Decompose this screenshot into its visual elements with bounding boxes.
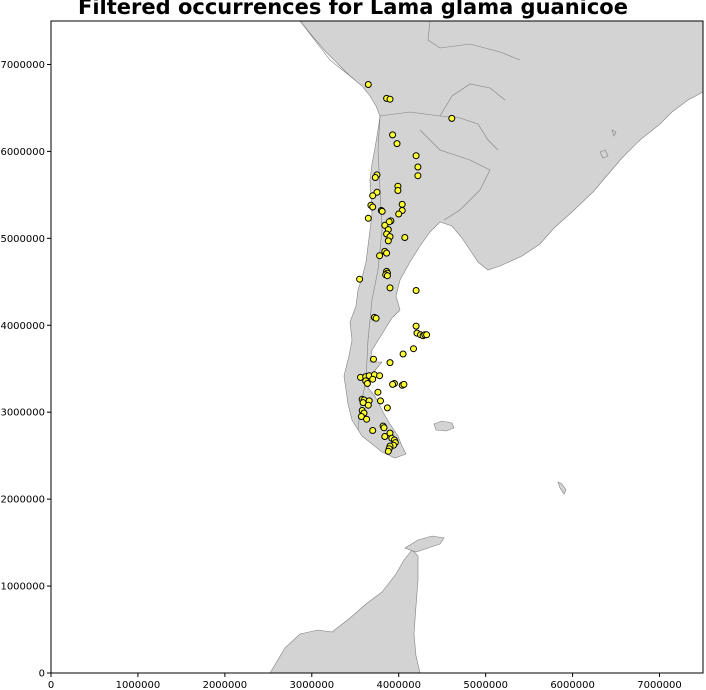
occurrence-point-88 <box>384 447 392 455</box>
occurrence-point-16 <box>369 203 377 211</box>
occurrence-point-12 <box>394 187 402 194</box>
x-tick-label: 6000000 <box>550 680 595 690</box>
occurrence-point-8 <box>414 172 422 180</box>
x-axis: 0 1000000 2000000 3000000 4000000 5000000 6000… <box>48 673 682 690</box>
occurrence-point-22 <box>364 214 372 222</box>
occurrence-point-2 <box>386 95 394 103</box>
x-tick-label: 3000000 <box>290 680 335 690</box>
occurrence-point-17 <box>398 200 406 208</box>
occurrence-point-72 <box>383 404 391 412</box>
occurrence-point-64 <box>400 380 408 388</box>
atlantic-islets <box>599 129 617 159</box>
occurrence-point-62 <box>389 380 397 388</box>
occurrence-point-33 <box>376 252 384 260</box>
occurrence-point-42 <box>372 314 380 322</box>
x-tick-label: 1000000 <box>116 680 161 690</box>
y-tick-label: 5000000 <box>0 234 45 245</box>
y-tick-label: 4000000 <box>0 321 45 332</box>
occurrence-point-3 <box>448 114 456 122</box>
occurrence-point-71 <box>377 397 384 405</box>
occurrence-point-5 <box>393 140 401 148</box>
occurrence-point-32 <box>383 249 391 257</box>
y-tick-label: 7000000 <box>0 60 45 71</box>
y-tick-label: 1000000 <box>0 582 45 593</box>
occurrence-point-0 <box>364 81 372 88</box>
occurrence-point-49 <box>410 345 417 353</box>
occurrence-point-57 <box>376 372 384 380</box>
occurrence-point-10 <box>371 174 379 181</box>
occurrence-point-21 <box>395 210 403 218</box>
occurrence-point-65 <box>374 388 382 396</box>
y-tick-label: 2000000 <box>0 495 45 506</box>
occurrence-point-39 <box>386 284 394 292</box>
occurrence-point-30 <box>384 237 392 245</box>
occurrence-point-51 <box>370 355 377 363</box>
occurrence-point-70 <box>364 401 372 409</box>
south-georgia <box>557 481 567 495</box>
antarctic-peninsula <box>269 549 421 673</box>
occurrence-point-43 <box>412 322 420 330</box>
x-tick-label: 4000000 <box>376 680 421 690</box>
occurrence-point-40 <box>412 287 420 294</box>
occurrence-point-38 <box>356 275 364 283</box>
occurrence-point-48 <box>423 331 431 339</box>
x-tick-label: 5000000 <box>463 680 508 690</box>
y-tick-label: 3000000 <box>0 408 45 419</box>
occurrence-point-4 <box>389 131 397 139</box>
x-tick-label: 2000000 <box>203 680 248 690</box>
occurrence-point-78 <box>380 424 388 432</box>
occurrence-point-59 <box>363 380 371 387</box>
occurrence-point-79 <box>369 427 377 434</box>
antarctic-peninsula-tip <box>404 535 445 553</box>
occurrence-point-6 <box>412 152 420 160</box>
occurrence-point-19 <box>378 207 386 215</box>
occurrence-point-37 <box>383 272 391 280</box>
y-axis: 0 1000000 2000000 3000000 4000000 5000000 6000… <box>0 60 51 680</box>
occurrence-point-81 <box>381 433 389 440</box>
x-tick-label: 7000000 <box>637 680 682 690</box>
falkland-islands <box>433 420 455 432</box>
occurrence-point-7 <box>414 163 422 171</box>
occurrence-point-52 <box>386 359 394 367</box>
occurrence-points <box>356 81 456 455</box>
occurrence-point-60 <box>369 375 377 383</box>
occurrence-point-50 <box>399 350 407 358</box>
y-tick-label: 6000000 <box>0 147 45 158</box>
south-america-landmass <box>299 21 703 459</box>
occurrence-point-24 <box>385 218 393 226</box>
x-tick-label: 0 <box>48 680 54 690</box>
country-borders <box>299 21 521 431</box>
occurrence-point-29 <box>401 234 409 241</box>
y-tick-label: 0 <box>39 669 45 680</box>
chart-title: Filtered occurrences for Lama glama guan… <box>78 0 628 19</box>
plot-frame <box>50 20 704 674</box>
occurrence-point-14 <box>369 192 377 200</box>
occurrence-point-76 <box>363 415 371 423</box>
